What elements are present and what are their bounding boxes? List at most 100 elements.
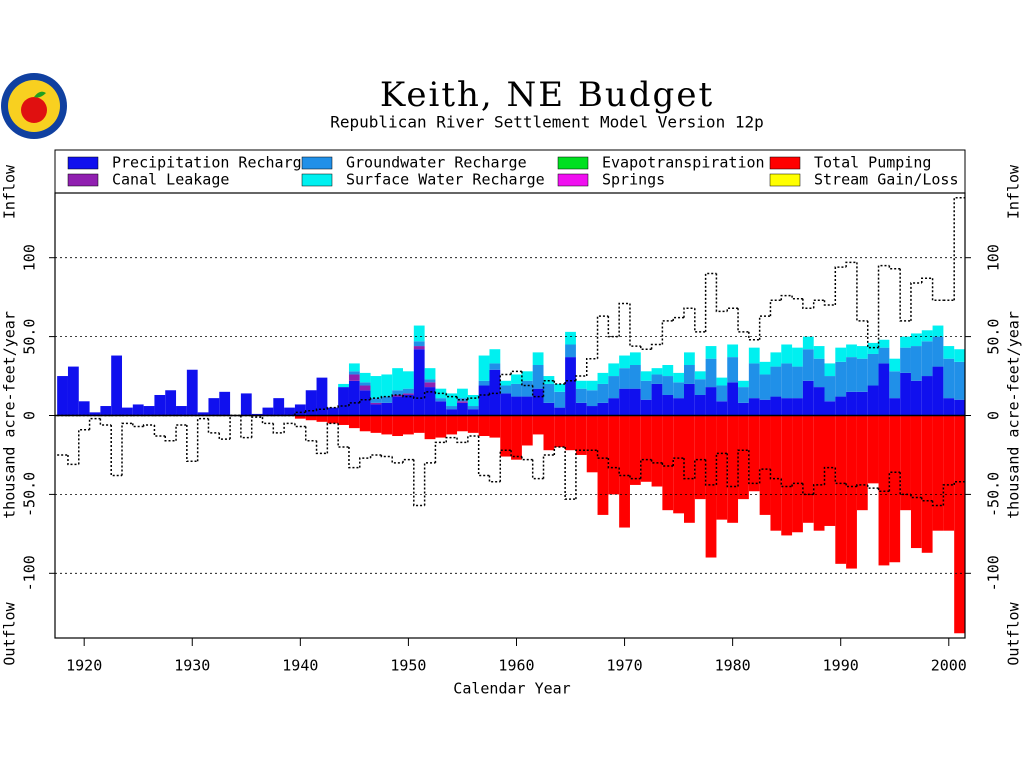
pumping-mirror (380, 395, 393, 399)
bar-segment (294, 404, 306, 416)
bar-segment (943, 358, 955, 399)
bar-segment (802, 415, 814, 523)
bar-segment (424, 382, 436, 388)
bar-segment (359, 382, 371, 386)
bar-segment (348, 363, 360, 372)
y-tick-label-right: -50.0 (985, 472, 1003, 517)
bar-segment (867, 385, 879, 416)
bar-segment (348, 380, 360, 416)
bar-segment (338, 383, 349, 388)
bar-segment (781, 415, 793, 536)
bar-segment (889, 358, 901, 372)
bar-segment (748, 363, 760, 399)
bar-segment (684, 365, 695, 384)
inflow-mirror (661, 462, 674, 467)
bar-segment (565, 344, 576, 358)
bar-segment (662, 415, 674, 511)
bar-segment (575, 402, 587, 416)
bar-segment (846, 357, 857, 392)
legend-label: Evapotranspiration (602, 154, 765, 172)
inflow-mirror (542, 454, 555, 479)
pumping-mirror (391, 394, 404, 397)
legend-swatch (769, 156, 801, 170)
inflow-mirror (791, 482, 803, 487)
bar-segment (943, 398, 955, 416)
inflow-mirror (704, 459, 717, 486)
bar-segment (316, 377, 328, 416)
logo-leaf (34, 91, 46, 98)
bar-segment (705, 346, 717, 359)
inflow-mirror (88, 417, 101, 430)
bar-segment (392, 368, 404, 391)
inflow-mirror (359, 457, 371, 468)
inflow-mirror (607, 458, 620, 469)
legend-label: Total Pumping (814, 154, 931, 172)
inflow-mirror (877, 488, 890, 492)
bar-segment (889, 371, 901, 399)
bar-segment (640, 371, 652, 381)
x-tick-label: 1940 (282, 657, 318, 675)
inflow-mirror (456, 437, 468, 444)
bar-segment (640, 380, 652, 400)
bar-segment (900, 415, 911, 511)
y-tick-label-right: 50.0 (985, 319, 1003, 355)
x-axis-label: Calendar Year (453, 680, 570, 698)
bar-segment (424, 387, 436, 416)
pumping-mirror (845, 261, 857, 268)
inflow-mirror (283, 422, 295, 433)
inflow-mirror (823, 466, 836, 485)
bar-segment (943, 415, 955, 531)
bar-segment (921, 341, 933, 377)
x-tick-label: 1920 (66, 657, 102, 675)
bar-segment (413, 415, 425, 433)
legend-label: Canal Leakage (112, 171, 229, 189)
bar-segment (802, 336, 814, 350)
bar-segment (748, 415, 760, 492)
pumping-mirror (899, 268, 911, 322)
bar-segment (305, 415, 317, 421)
bar-segment (716, 401, 728, 416)
pumping-mirror (553, 380, 566, 385)
bar-segment (424, 379, 436, 383)
bar-segment (381, 374, 393, 397)
bar-segment (673, 398, 685, 416)
bar-segment (467, 409, 479, 416)
bar-segment (619, 388, 630, 416)
bar-segment (802, 380, 814, 416)
bar-segment (954, 361, 965, 400)
bar-segment (554, 383, 566, 392)
inflow-mirror (650, 459, 663, 464)
bar-segment (413, 349, 425, 416)
bar-segment (802, 349, 814, 381)
logo (1, 73, 67, 139)
bar-segment (932, 366, 944, 416)
bar-segment (748, 347, 760, 364)
bar-segment (651, 374, 663, 384)
inflow-mirror (467, 435, 479, 443)
bar-segment (910, 346, 922, 381)
inflow-mirror (186, 424, 198, 463)
bar-segment (586, 415, 598, 473)
bar-segment (392, 415, 404, 437)
inflow-mirror (207, 418, 220, 434)
inflow-mirror (521, 456, 533, 461)
inflow-mirror (510, 450, 522, 458)
inflow-mirror (445, 436, 458, 443)
bar-segment (57, 376, 68, 416)
bar-segment (673, 415, 685, 514)
legend-swatch (67, 156, 99, 170)
pumping-mirror (629, 303, 641, 347)
bar-segment (122, 407, 133, 416)
bar-segment (500, 393, 512, 416)
bar-segment (921, 330, 933, 342)
bar-segment (403, 388, 414, 394)
bar-segment (446, 415, 458, 435)
bar-segment (586, 406, 598, 416)
pumping-mirror (542, 380, 555, 397)
bar-segment (910, 415, 922, 549)
bar-segment (467, 406, 479, 410)
pumping-mirror (304, 410, 317, 413)
pumping-mirror (802, 298, 814, 309)
bar-segment (759, 399, 771, 416)
legend-label: Springs (602, 171, 665, 189)
